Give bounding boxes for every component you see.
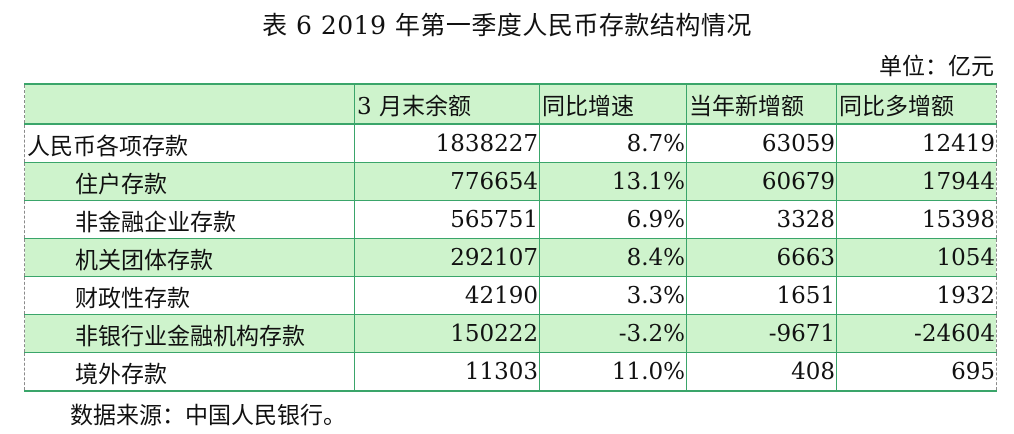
header-new-increase: 当年新增额 bbox=[686, 83, 837, 125]
table-row: 住户存款 776654 13.1% 60679 17944 bbox=[24, 162, 997, 201]
cell-balance: 42190 bbox=[354, 276, 540, 315]
row-label: 住户存款 bbox=[24, 162, 355, 201]
cell-new: 63059 bbox=[686, 124, 837, 163]
cell-new: 3328 bbox=[686, 200, 837, 239]
cell-yoy: 8.4% bbox=[539, 238, 687, 277]
table-row: 财政性存款 42190 3.3% 1651 1932 bbox=[24, 276, 997, 315]
row-label: 人民币各项存款 bbox=[24, 124, 355, 163]
table-title: 表 6 2019 年第一季度人民币存款结构情况 bbox=[262, 11, 752, 40]
row-label: 财政性存款 bbox=[24, 276, 355, 315]
table-row: 境外存款 11303 11.0% 408 695 bbox=[24, 352, 997, 392]
cell-more: 12419 bbox=[836, 124, 997, 163]
cell-more: 15398 bbox=[836, 200, 997, 239]
cell-new: 1651 bbox=[686, 276, 837, 315]
header-yoy-growth: 同比增速 bbox=[539, 83, 687, 125]
cell-new: 6663 bbox=[686, 238, 837, 277]
cell-balance: 11303 bbox=[354, 352, 540, 392]
deposit-structure-table: 3 月末余额 同比增速 当年新增额 同比多增额 人民币各项存款 1838227 … bbox=[24, 83, 997, 392]
header-yoy-more-increase: 同比多增额 bbox=[836, 83, 997, 125]
cell-new: 60679 bbox=[686, 162, 837, 201]
row-label: 非金融企业存款 bbox=[24, 200, 355, 239]
cell-balance: 1838227 bbox=[354, 124, 540, 163]
table-row: 人民币各项存款 1838227 8.7% 63059 12419 bbox=[24, 124, 997, 163]
cell-balance: 776654 bbox=[354, 162, 540, 201]
header-row: 3 月末余额 同比增速 当年新增额 同比多增额 bbox=[24, 83, 997, 125]
cell-balance: 565751 bbox=[354, 200, 540, 239]
header-blank bbox=[24, 83, 355, 125]
cell-more: 1054 bbox=[836, 238, 997, 277]
source-note: 数据来源：中国人民银行。 bbox=[70, 403, 346, 429]
cell-new: -9671 bbox=[686, 314, 837, 353]
cell-yoy: 6.9% bbox=[539, 200, 687, 239]
header-balance: 3 月末余额 bbox=[354, 83, 540, 125]
cell-more: 17944 bbox=[836, 162, 997, 201]
cell-yoy: 11.0% bbox=[539, 352, 687, 392]
cell-balance: 150222 bbox=[354, 314, 540, 353]
table-row: 机关团体存款 292107 8.4% 6663 1054 bbox=[24, 238, 997, 277]
cell-more: -24604 bbox=[836, 314, 997, 353]
cell-balance: 292107 bbox=[354, 238, 540, 277]
row-label: 机关团体存款 bbox=[24, 238, 355, 277]
cell-yoy: 3.3% bbox=[539, 276, 687, 315]
cell-more: 695 bbox=[836, 352, 997, 392]
row-label: 境外存款 bbox=[24, 352, 355, 392]
cell-yoy: 8.7% bbox=[539, 124, 687, 163]
table-row: 非银行业金融机构存款 150222 -3.2% -9671 -24604 bbox=[24, 314, 997, 353]
cell-more: 1932 bbox=[836, 276, 997, 315]
cell-yoy: -3.2% bbox=[539, 314, 687, 353]
table-row: 非金融企业存款 565751 6.9% 3328 15398 bbox=[24, 200, 997, 239]
unit-label: 单位：亿元 bbox=[879, 54, 994, 80]
cell-yoy: 13.1% bbox=[539, 162, 687, 201]
row-label: 非银行业金融机构存款 bbox=[24, 314, 355, 353]
cell-new: 408 bbox=[686, 352, 837, 392]
